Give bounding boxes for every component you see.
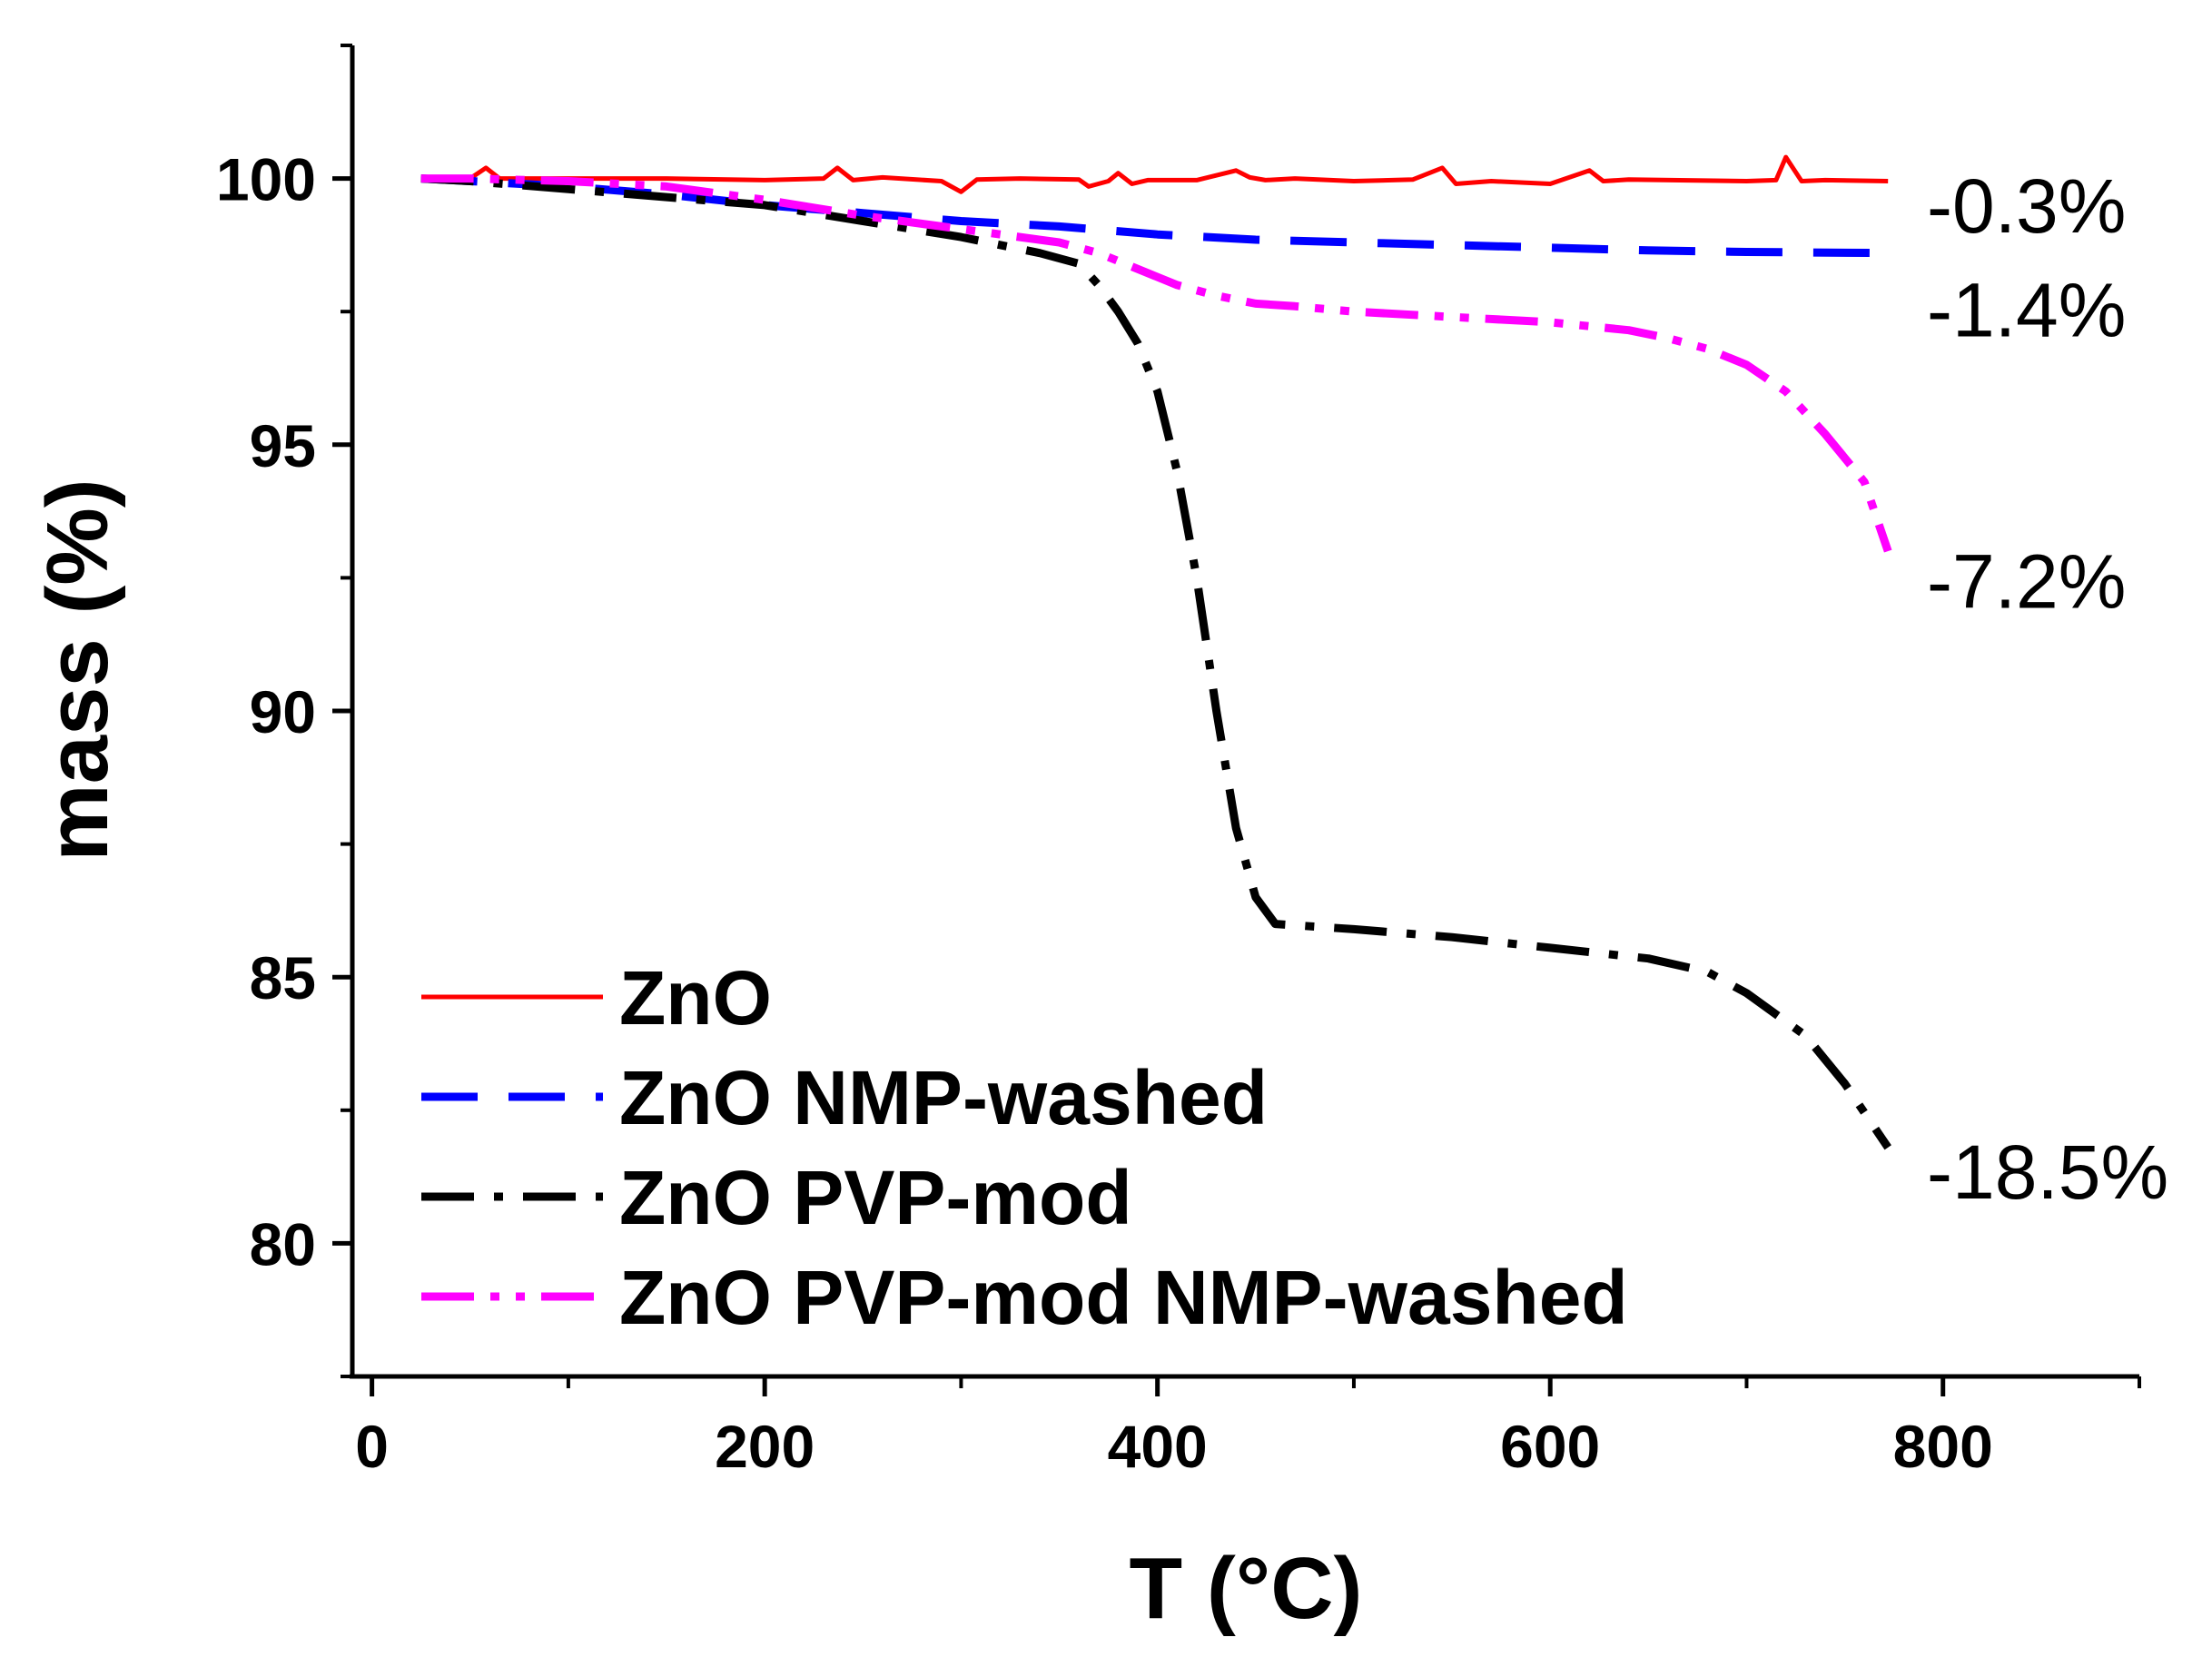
- annotation-mass-loss: -7.2%: [1927, 538, 2126, 624]
- legend-label-zno: ZnO: [619, 955, 772, 1041]
- x-tick-label: 400: [1108, 1413, 1208, 1480]
- series-line-zno-pvp-mod: [420, 174, 1891, 1150]
- ticks: [332, 44, 2141, 1396]
- y-tick-label: 90: [250, 678, 316, 745]
- x-tick-label: 200: [715, 1413, 815, 1480]
- x-tick-label: 600: [1500, 1413, 1600, 1480]
- x-tick-label: 0: [355, 1413, 389, 1480]
- annotation-mass-loss: -18.5%: [1927, 1129, 2168, 1215]
- legend-label-zno-pvp-mod-nmp-washed: ZnO PVP-mod NMP-washed: [619, 1255, 1628, 1340]
- series-lines: [420, 154, 1892, 1150]
- tick-labels: 0 200 400 600 800 80 85 90 95 100: [216, 146, 1993, 1480]
- y-tick-label: 80: [250, 1210, 316, 1277]
- legend-label-zno-nmp-washed: ZnO NMP-washed: [619, 1055, 1268, 1140]
- annotation-mass-loss: -1.4%: [1927, 267, 2126, 352]
- annotation-mass-loss: -0.3%: [1927, 163, 2126, 249]
- series-line-zno-pvp-mod-nmp-washed: [420, 174, 1892, 553]
- y-tick-label: 85: [250, 944, 316, 1011]
- axes: [350, 45, 2139, 1379]
- series-line-zno: [420, 154, 1889, 194]
- series-line-zno-nmp-washed: [420, 174, 1889, 258]
- y-axis-title: mass (%): [29, 478, 126, 862]
- y-tick-label: 100: [216, 146, 316, 213]
- x-tick-label: 800: [1893, 1413, 1993, 1480]
- legend: ZnO ZnO NMP-washed ZnO PVP-mod ZnO PVP-mod …: [421, 955, 1628, 1340]
- plot-area: 0 200 400 600 800 80 85 90 95 100: [216, 44, 2141, 1480]
- annotations: -0.3% -1.4% -7.2% -18.5%: [1927, 163, 2168, 1215]
- y-tick-label: 95: [250, 412, 316, 479]
- x-axis-title: T (°C): [1130, 1540, 1363, 1637]
- legend-label-zno-pvp-mod: ZnO PVP-mod: [619, 1155, 1132, 1240]
